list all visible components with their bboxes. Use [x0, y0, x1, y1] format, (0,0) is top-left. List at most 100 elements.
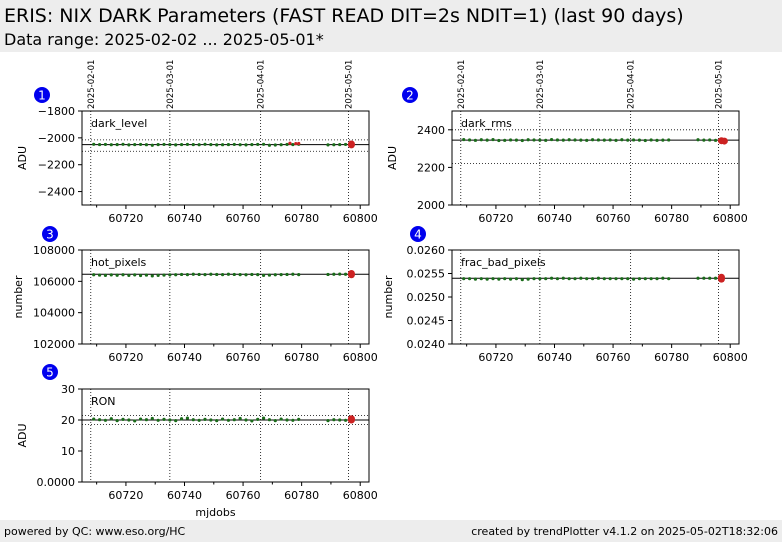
plot5-data-point [162, 417, 166, 421]
plot5-data-point [215, 419, 219, 423]
plot5-data-point [138, 417, 143, 421]
plot2-date-label: 2025-03-01 [536, 60, 546, 109]
plot2-x-tick-label: 60800 [713, 212, 748, 225]
plot5-data-point [232, 418, 236, 422]
plot3-data-point [191, 272, 195, 276]
plot4-data-point [573, 277, 577, 281]
plot2-data-point [549, 137, 554, 142]
plot2-x-tick-label: 60760 [596, 212, 631, 225]
plot1-date-label: 2025-04-01 [257, 60, 267, 109]
plot1-date-label: 2025-05-01 [345, 60, 355, 109]
plot3-data-point [343, 272, 348, 276]
plot3-data-point [103, 273, 108, 277]
plot3-data-point [261, 273, 266, 277]
plot3-y-tick-label: 102000 [33, 338, 75, 351]
plot3-data-point [250, 272, 254, 277]
plot5-data-point [273, 419, 277, 423]
plot3-data-point [162, 273, 166, 277]
plot1-y-tick-label: −2000 [38, 132, 75, 145]
plot1-data-point [138, 142, 143, 147]
plot2-data-point [596, 138, 601, 142]
plot3-data-point [267, 273, 272, 277]
footer-credit: powered by QC: www.eso.org/HC [4, 525, 186, 538]
plot3-data-point [150, 274, 154, 278]
plot2-data-point [561, 138, 565, 142]
plot5-data-point [285, 418, 289, 422]
plot4-data-point [526, 277, 530, 281]
plot1-data-point [220, 143, 225, 147]
plot4-data-point [708, 276, 712, 280]
plot5-x-tick-label: 60780 [284, 489, 319, 502]
plot2-data-point [473, 138, 478, 142]
plot4-data-point [637, 277, 642, 281]
plot4-data-point [467, 277, 472, 281]
plot1-data-point [343, 142, 348, 147]
plot2-data-point [526, 138, 530, 142]
plot4-y-axis-label: number [382, 275, 395, 318]
plot1-latest-point [347, 141, 355, 149]
plot1-data-point [273, 143, 277, 147]
plot5-data-point [127, 418, 131, 422]
plot1-data-point [226, 142, 231, 147]
plot3-data-point [168, 273, 172, 277]
plot3-data-point [332, 272, 336, 276]
plot2-data-point [614, 138, 618, 142]
plot2-data-point [479, 138, 483, 142]
plot3-x-tick-label: 60740 [167, 351, 202, 364]
plot4-data-point [544, 277, 548, 281]
plot1-data-point [279, 143, 283, 147]
plot4-data-point [643, 277, 647, 281]
plot2-index-badge [402, 87, 418, 103]
plot3-data-point [92, 273, 96, 277]
plot1-date-label: 2025-02-01 [87, 60, 97, 109]
plot5-latest-point [347, 416, 355, 424]
plot1-data-point [238, 143, 242, 147]
plot5-y-axis-label: ADU [16, 423, 29, 447]
plot3-y-tick-label: 104000 [33, 307, 75, 320]
plot5-data-point [103, 418, 108, 422]
plot1-data-point [191, 142, 195, 147]
plot4-index-badge [410, 226, 426, 242]
plot3-data-point [109, 273, 113, 277]
plot4-x-tick-label: 60760 [596, 351, 631, 364]
plot1-data-point [115, 142, 119, 147]
plot2-data-point [608, 138, 612, 142]
plot3-data-point [232, 272, 236, 277]
plot1-data-point [332, 143, 336, 147]
plot4-data-point [491, 277, 495, 281]
plot2-data-point [620, 138, 624, 142]
plot3-x-tick-label: 60760 [226, 351, 261, 364]
plot5-data-point [332, 418, 336, 422]
plot4-data-point [514, 277, 519, 281]
plot3-index-badge [42, 226, 58, 242]
plot3-data-point [256, 272, 260, 277]
plot3-x-tick-label: 60800 [343, 351, 378, 364]
plot1-x-tick-label: 60780 [284, 212, 319, 225]
plot5-y-tick-label: 10 [61, 445, 75, 458]
plot2-data-point [579, 138, 583, 142]
plot4-data-point [555, 277, 560, 281]
plot4-data-point [520, 278, 524, 282]
plot1-y-axis-label: ADU [16, 146, 29, 170]
plot2-data-point [631, 138, 636, 142]
plot5-data-point [115, 419, 119, 423]
plot1-data-point [261, 142, 266, 146]
plot4-data-point [596, 276, 601, 280]
plot2-data-point [508, 138, 513, 142]
plot5-parameter-label: RON [91, 395, 116, 408]
plot5-data-point [338, 418, 342, 422]
plot1-data-point [338, 142, 342, 147]
plot2-data-point [661, 138, 665, 142]
plot4-data-point [614, 277, 618, 281]
plot2-data-point [702, 138, 706, 142]
plot4-latest-point [717, 275, 725, 283]
plot4-y-tick-label: 0.0255 [407, 268, 446, 281]
plot1-data-point [162, 142, 166, 147]
plot1-data-point [179, 142, 184, 147]
plot4-data-point [649, 277, 653, 281]
plot1-data-point [121, 142, 125, 146]
plot3-data-point [179, 272, 184, 277]
plot3-parameter-label: hot_pixels [91, 256, 147, 269]
plot2-data-point [467, 138, 472, 142]
plot1-data-point [285, 142, 289, 147]
